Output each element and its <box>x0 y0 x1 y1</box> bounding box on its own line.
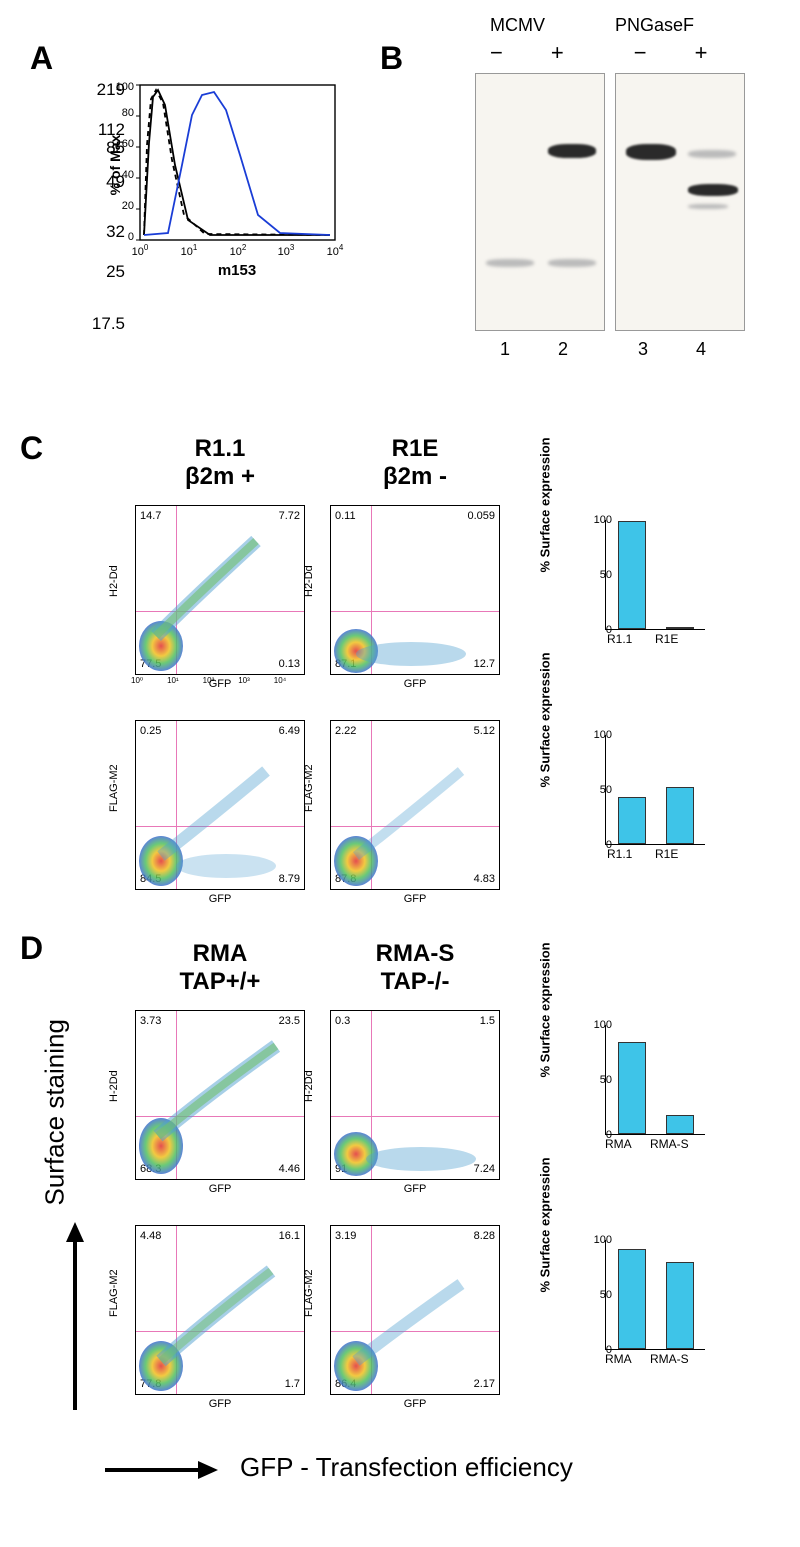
lane-2: 2 <box>558 339 568 360</box>
bar-d1: % Surface expression 0 50 100 RMA RMA-S <box>555 1015 715 1165</box>
bar-c1: % Surface expression 0 50 100 R1.1 R1E <box>555 510 715 660</box>
histo-xlabel: m153 <box>218 262 256 279</box>
lane4-sign: + <box>695 40 708 66</box>
lane-1: 1 <box>500 339 510 360</box>
bar-c2: % Surface expression 0 50 100 R1.1 R1E <box>555 725 715 875</box>
panel-c-label: C <box>20 430 43 467</box>
scatter-d2-right: 3.19 8.28 86.4 2.17 FLAG-M2 GFP <box>330 1225 500 1395</box>
lane2-sign: + <box>551 40 564 66</box>
lane-4: 4 <box>696 339 706 360</box>
panel-c-title-left: R1.1 β2m + <box>135 435 305 491</box>
blot-left <box>475 73 605 331</box>
mw-112: 112 <box>98 121 125 138</box>
panel-a-label: A <box>30 40 53 77</box>
scatter-d1-left: 3.73 23.5 68.3 4.46 H-2Dd GFP <box>135 1010 305 1180</box>
scatter-c1-left: 14.7 7.72 77.5 0.13 H2-Dd GFP <box>135 505 305 675</box>
mw-49: 49 <box>106 173 125 190</box>
blot-right <box>615 73 745 331</box>
lane3-sign: − <box>634 40 647 66</box>
pngasef-label: PNGaseF <box>615 15 694 36</box>
svg-text:102: 102 <box>230 243 247 258</box>
svg-text:104: 104 <box>327 243 344 258</box>
scatter-c2-left: 0.25 6.49 84.5 8.79 FLAG-M2 GFP <box>135 720 305 890</box>
mw-85: 85 <box>106 139 125 156</box>
lane1-sign: − <box>490 40 503 66</box>
scatter-xticks: 10⁰10¹10²10³10⁴ <box>131 676 286 685</box>
mw-17.5: 17.5 <box>92 315 125 332</box>
mw-219: 219 <box>97 81 125 98</box>
mcmv-label: MCMV <box>490 15 545 36</box>
panel-d-label: D <box>20 930 43 967</box>
panel-d-title-right: RMA-S TAP-/- <box>330 940 500 996</box>
histogram-svg: 0 20 40 60 80 100 100 101 102 103 104 <box>105 70 345 280</box>
mw-32: 32 <box>106 223 125 240</box>
svg-text:103: 103 <box>278 243 295 258</box>
side-axis-label: Surface staining <box>55 1190 241 1221</box>
scatter-c2-right: 2.22 5.12 87.8 4.83 FLAG-M2 GFP <box>330 720 500 890</box>
svg-text:80: 80 <box>122 107 134 119</box>
panel-a-histogram: 0 20 40 60 80 100 100 101 102 103 104 <box>105 70 325 270</box>
panel-d-title-left: RMA TAP+/+ <box>135 940 305 996</box>
mw-25: 25 <box>106 263 125 280</box>
bottom-axis-label: GFP - Transfection efficiency <box>240 1452 573 1483</box>
svg-text:0: 0 <box>128 231 134 243</box>
panel-b-label: B <box>380 40 403 77</box>
vertical-arrow-icon <box>60 1220 90 1420</box>
scatter-c1-right: 0.11 0.059 87.1 12.7 H2-Dd GFP <box>330 505 500 675</box>
bar-d2: % Surface expression 0 50 100 RMA RMA-S <box>555 1230 715 1380</box>
scatter-d1-right: 0.3 1.5 91 7.24 H-2Dd GFP <box>330 1010 500 1180</box>
horizontal-arrow-icon <box>100 1455 220 1485</box>
lane-3: 3 <box>638 339 648 360</box>
scatter-d2-left: 4.48 16.1 77.8 1.7 FLAG-M2 GFP <box>135 1225 305 1395</box>
panel-c-title-right: R1E β2m - <box>330 435 500 491</box>
panel-b-container: MCMV PNGaseF − + − + 219 112 85 49 32 25… <box>420 15 770 66</box>
svg-text:20: 20 <box>122 200 134 212</box>
svg-text:101: 101 <box>181 243 198 258</box>
svg-text:100: 100 <box>132 243 149 258</box>
